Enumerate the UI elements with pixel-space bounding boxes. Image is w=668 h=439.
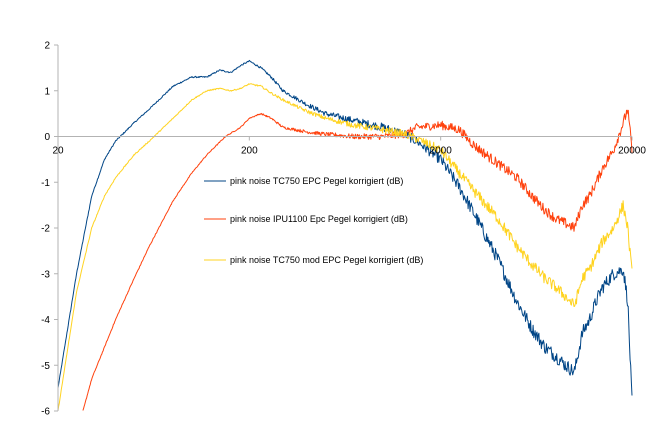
y-tick-label: -6 [41,407,50,418]
x-tick-label: 200 [241,146,258,157]
x-tick-label: 20000 [618,146,646,157]
series-line-2 [82,109,633,411]
y-tick-label: -4 [41,315,50,326]
axes-layer: 2 1 0 -1 -2 -3 -4 -5 -6 20 200 2000 20000 [41,41,646,418]
y-tick-label: -3 [41,269,50,280]
series-line-3 [57,83,633,411]
x-tick-label: 20 [52,146,64,157]
y-tick-label: 2 [44,41,50,52]
x-tick-label: 2000 [430,146,453,157]
legend-label: pink noise IPU1100 Epc Pegel korrigiert … [230,214,408,224]
y-tick-label: -1 [41,178,50,189]
y-tick-label: 1 [44,86,50,97]
y-tick-label: 0 [44,132,50,143]
y-tick-label: -5 [41,361,50,372]
legend: pink noise TC750 EPC Pegel korrigiert (d… [204,176,423,265]
y-tick-label: -2 [41,224,50,235]
series-layer [57,59,633,411]
series-line-1 [57,59,633,396]
legend-label: pink noise TC750 mod EPC Pegel korrigier… [230,255,423,265]
legend-label: pink noise TC750 EPC Pegel korrigiert (d… [230,176,403,186]
